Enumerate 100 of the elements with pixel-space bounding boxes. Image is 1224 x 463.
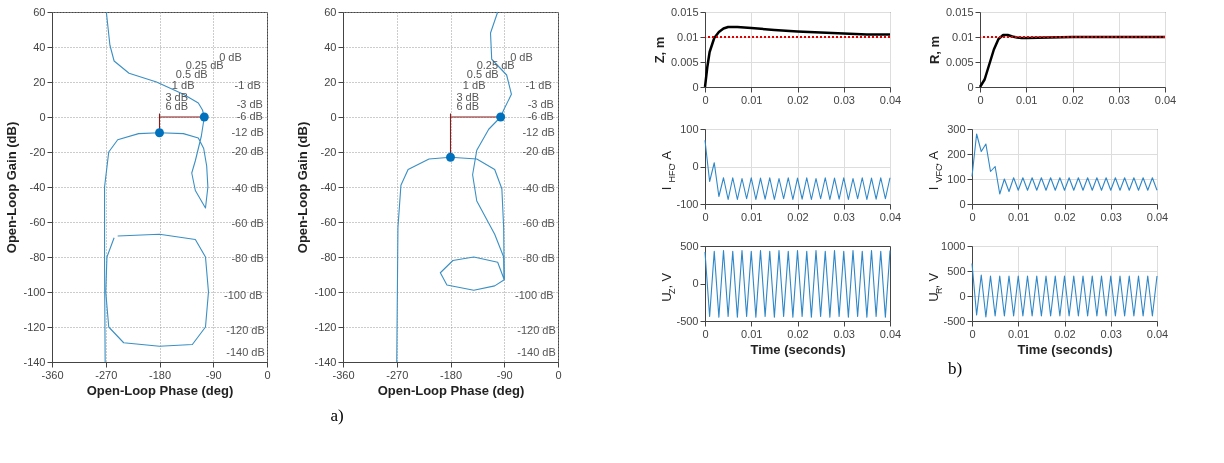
x-tick-label: 0.04 (879, 93, 902, 106)
x-axis-title: Open-Loop Phase (deg) (377, 382, 525, 398)
y-tick-label: -20 (29, 145, 46, 158)
x-tick-label: 0 (977, 93, 984, 106)
annotation: -60 dB (522, 216, 555, 229)
annotation: -40 dB (522, 181, 555, 194)
y-tick-label: 0 (692, 160, 699, 172)
x-tick-label: 0.01 (1008, 210, 1030, 223)
annotation: -1 dB (525, 78, 552, 91)
x-tick-label: -270 (95, 368, 118, 381)
x-tick-label: -180 (439, 368, 463, 381)
x-tick-label: 0.04 (1154, 93, 1177, 106)
y-tick-label: 60 (33, 5, 46, 18)
y-tick-label: 60 (324, 5, 337, 18)
y-tick-label: -80 (320, 250, 337, 263)
y-tick-label: 500 (947, 264, 966, 277)
y-tick-label: -40 (29, 180, 46, 193)
x-tick-label: 0.03 (833, 210, 855, 223)
x-tick-label: 0.01 (741, 93, 763, 106)
x-tick-label: 0.02 (1054, 210, 1076, 223)
y-axis-title: IHFC, A (659, 150, 677, 191)
x-tick-label: 0.03 (833, 327, 855, 340)
x-tick-label: 0.04 (879, 327, 902, 340)
annotation: -20 dB (522, 145, 555, 157)
annotation: -60 dB (231, 216, 264, 229)
y-tick-label: 0 (959, 197, 966, 210)
annotation: -20 dB (231, 145, 264, 157)
x-tick-label: 0 (555, 368, 562, 381)
y-tick-label: 0.01 (952, 30, 974, 43)
y-tick-label: 0 (692, 277, 699, 289)
y-tick-label: -100 (676, 197, 699, 210)
x-tick-label: 0.02 (787, 327, 809, 340)
annotation: -12 dB (522, 125, 555, 138)
x-tick-label: 0.03 (833, 93, 855, 106)
x-tick-label: 0.01 (1008, 327, 1030, 340)
x-tick-label: 0.03 (1100, 327, 1122, 340)
annotation: -100 dB (515, 288, 554, 301)
y-axis-title: Open-Loop Gain (dB) (295, 121, 311, 254)
y-tick-label: 0.015 (945, 5, 974, 18)
x-tick-label: 0.04 (1146, 327, 1169, 340)
annotation: -100 dB (224, 288, 263, 301)
y-tick-label: 0 (967, 80, 974, 93)
y-axis-title: UR, V (926, 272, 944, 302)
x-tick-label: -90 (205, 368, 222, 381)
x-tick-label: -360 (332, 368, 355, 381)
text: b) (947, 359, 963, 378)
y-tick-label: -120 (23, 320, 46, 333)
x-tick-label: -360 (41, 368, 64, 381)
annotation: -80 dB (231, 251, 264, 264)
y-tick-label: -140 (314, 355, 337, 368)
annotation: -120 dB (226, 323, 265, 336)
y-tick-label: 200 (947, 147, 966, 160)
annotation: -6 dB (236, 110, 263, 122)
x-tick-label: 0.02 (1062, 93, 1084, 106)
y-tick-label: 0.015 (670, 5, 699, 18)
annotation: -80 dB (522, 251, 555, 264)
y-tick-label: -140 (23, 355, 46, 368)
x-tick-label: -270 (386, 368, 409, 381)
x-axis-title: Time (seconds) (750, 341, 846, 357)
y-tick-label: -60 (29, 215, 46, 228)
x-tick-label: 0.02 (787, 93, 809, 106)
y-tick-label: 0 (39, 110, 46, 123)
x-tick-label: 0.02 (787, 210, 809, 223)
y-tick-label: 20 (324, 75, 337, 88)
annotation: -3 dB (236, 97, 263, 110)
y-axis-title: IVFC, A (926, 150, 944, 191)
annotation: -3 dB (527, 97, 554, 110)
annotation: -120 dB (517, 323, 556, 336)
y-tick-label: 0.005 (670, 55, 699, 68)
annotation: 1 dB (462, 78, 486, 91)
x-tick-label: 0 (702, 210, 709, 223)
y-tick-label: 0.005 (945, 55, 974, 68)
x-tick-label: 0.01 (741, 210, 763, 223)
y-axis-title: Z, m (651, 36, 667, 64)
annotation: -6 dB (527, 110, 554, 122)
x-tick-label: 0.03 (1100, 210, 1122, 223)
y-tick-label: -500 (943, 314, 966, 327)
x-tick-label: 0.01 (741, 327, 763, 340)
x-tick-label: -180 (148, 368, 172, 381)
annotation: -140 dB (517, 346, 556, 359)
y-tick-label: 100 (680, 122, 699, 135)
y-tick-label: -100 (314, 285, 337, 298)
annotation: -40 dB (231, 181, 264, 194)
y-tick-label: 40 (33, 40, 46, 53)
y-tick-label: 1000 (941, 239, 966, 252)
y-tick-label: -60 (320, 215, 337, 228)
y-tick-label: 0 (959, 289, 966, 302)
y-tick-label: 100 (947, 172, 966, 185)
annotation: -12 dB (231, 125, 264, 138)
x-tick-label: -90 (496, 368, 513, 381)
y-tick-label: -40 (320, 180, 337, 193)
y-axis-title: Open-Loop Gain (dB) (4, 121, 20, 254)
y-tick-label: -20 (320, 145, 337, 158)
y-tick-label: 0 (330, 110, 337, 123)
y-tick-label: 500 (680, 239, 699, 252)
y-tick-label: -80 (29, 250, 46, 263)
annotation: 1 dB (171, 78, 195, 91)
y-axis-title: R, m (926, 35, 942, 65)
x-tick-label: 0.01 (1016, 93, 1038, 106)
y-tick-label: 20 (33, 75, 46, 88)
